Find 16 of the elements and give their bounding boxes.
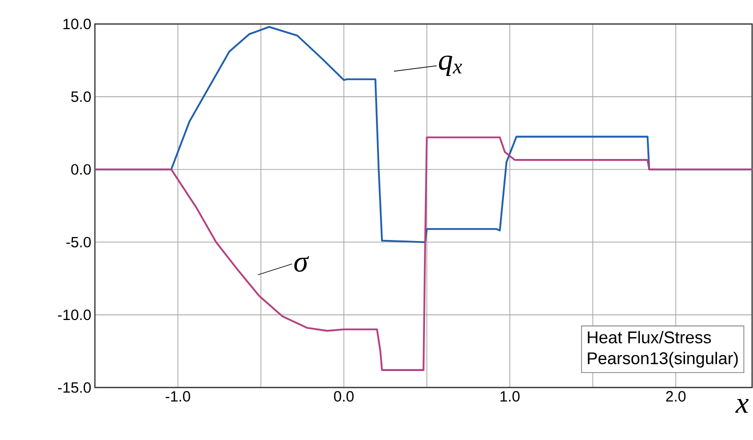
annotation: q$_{x}$ — [438, 55, 462, 76]
y-tick-label: 10.0 — [63, 18, 91, 30]
x-tick-label: -1.0 — [166, 390, 190, 402]
x-tick-label: 0.0 — [334, 390, 354, 402]
x-axis-title: x — [735, 398, 749, 413]
y-tick-label: 5.0 — [71, 91, 91, 102]
annotation: σ — [294, 256, 310, 272]
y-tick-label: -15.0 — [58, 382, 91, 393]
x-tick-label: 1.0 — [500, 390, 520, 402]
x-tick-label: 2.0 — [666, 390, 686, 402]
annotation: Pearson13(singular) — [588, 352, 738, 368]
line-series — [94, 136, 753, 371]
y-tick-label: -10.0 — [58, 309, 91, 320]
y-tick-label: 0.0 — [71, 164, 91, 174]
y-tick-label: -5.0 — [66, 236, 91, 248]
annotation: Heat Flux/Stress — [588, 330, 711, 344]
